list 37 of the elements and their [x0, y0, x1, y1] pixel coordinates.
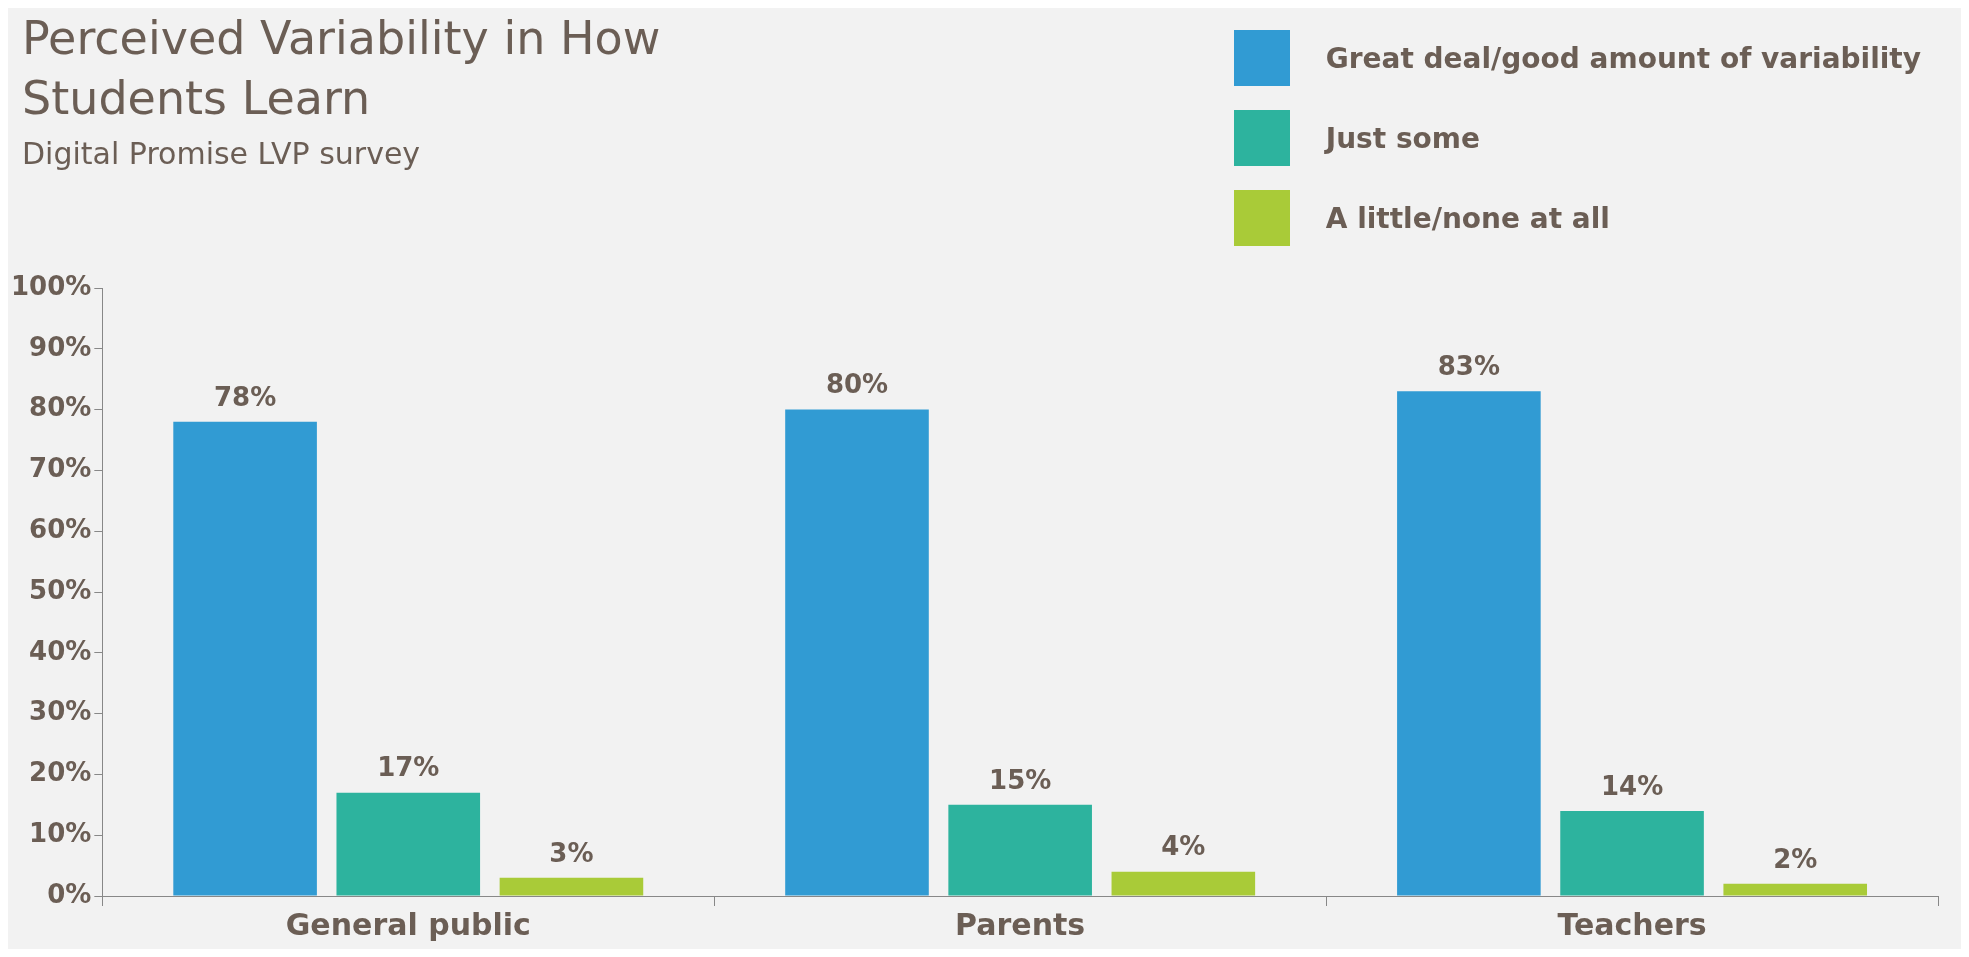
bar: [1723, 883, 1868, 896]
text: 17%: [377, 752, 440, 783]
x-tick-label: Parents: [955, 906, 1086, 942]
text: 83%: [1437, 351, 1500, 382]
y-tick-label: 70%: [29, 453, 92, 484]
text: 2%: [1773, 843, 1818, 874]
bar: [785, 409, 929, 896]
y-tick-label: 80%: [29, 392, 92, 423]
y-tick-label: 20%: [29, 757, 92, 788]
chart-title: Perceived Variability in How Students Learn: [22, 10, 662, 127]
text: 15%: [989, 764, 1052, 795]
y-tick-label: 10%: [29, 817, 92, 848]
y-tick-label: 50%: [29, 574, 92, 605]
bar: [1111, 871, 1256, 896]
bar: [1560, 810, 1704, 896]
y-tick-label: 60%: [29, 513, 92, 544]
legend-label: Just some: [1325, 121, 1480, 155]
chart-subtitle: Digital Promise LVP survey: [22, 136, 422, 171]
y-tick-label: 100%: [11, 270, 92, 301]
legend-label: Great deal/good amount of variability: [1325, 41, 1921, 75]
bar: [499, 877, 644, 896]
text: 4%: [1161, 831, 1206, 862]
text: 78%: [213, 381, 277, 412]
legend-label: A little/none at all: [1325, 201, 1610, 235]
bar: [948, 804, 1092, 896]
x-tick-label: General public: [285, 906, 531, 942]
bar: [336, 792, 481, 896]
y-tick-label: 0%: [47, 878, 92, 909]
y-tick-label: 40%: [29, 635, 92, 666]
y-tick-label: 30%: [29, 696, 92, 727]
bar: [173, 421, 317, 896]
text: 3%: [549, 837, 594, 868]
y-tick-label: 90%: [29, 331, 92, 362]
bar: [1397, 391, 1541, 896]
text: 14%: [1600, 770, 1664, 801]
x-tick-label: Teachers: [1557, 906, 1707, 942]
text: 80%: [825, 369, 889, 400]
